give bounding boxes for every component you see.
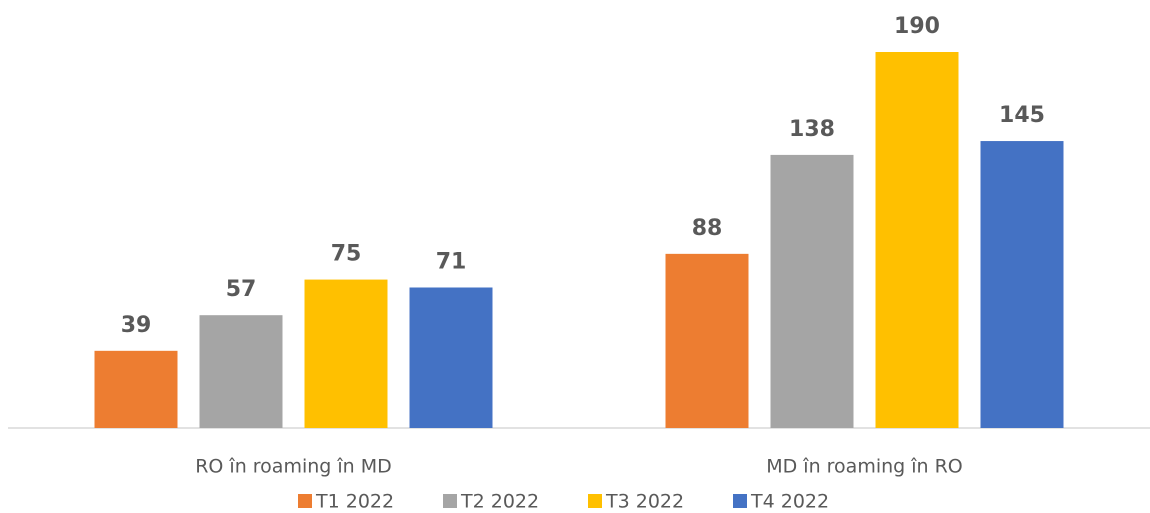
bar xyxy=(199,315,283,428)
bar xyxy=(770,154,854,428)
value-label: 138 xyxy=(789,117,835,142)
category-label: RO în roaming în MD xyxy=(195,456,392,478)
value-label: 75 xyxy=(331,242,362,267)
bar xyxy=(875,52,959,428)
value-label: 145 xyxy=(999,103,1045,128)
value-label: 88 xyxy=(692,216,723,241)
value-label: 190 xyxy=(894,14,940,39)
bar xyxy=(94,350,178,428)
legend-label: T2 2022 xyxy=(460,491,539,513)
legend-swatch xyxy=(733,494,747,508)
legend-label: T3 2022 xyxy=(605,491,684,513)
bar xyxy=(980,141,1064,429)
category-label: MD în roaming în RO xyxy=(766,456,963,478)
bar xyxy=(304,279,388,428)
legend-swatch xyxy=(443,494,457,508)
value-label: 57 xyxy=(226,277,257,302)
bar xyxy=(665,253,749,428)
value-label: 71 xyxy=(436,249,467,274)
legend-label: T4 2022 xyxy=(750,491,829,513)
legend-label: T1 2022 xyxy=(315,491,394,513)
legend-swatch xyxy=(588,494,602,508)
legend-swatch xyxy=(298,494,312,508)
bar xyxy=(409,287,493,428)
value-label: 39 xyxy=(121,313,152,338)
